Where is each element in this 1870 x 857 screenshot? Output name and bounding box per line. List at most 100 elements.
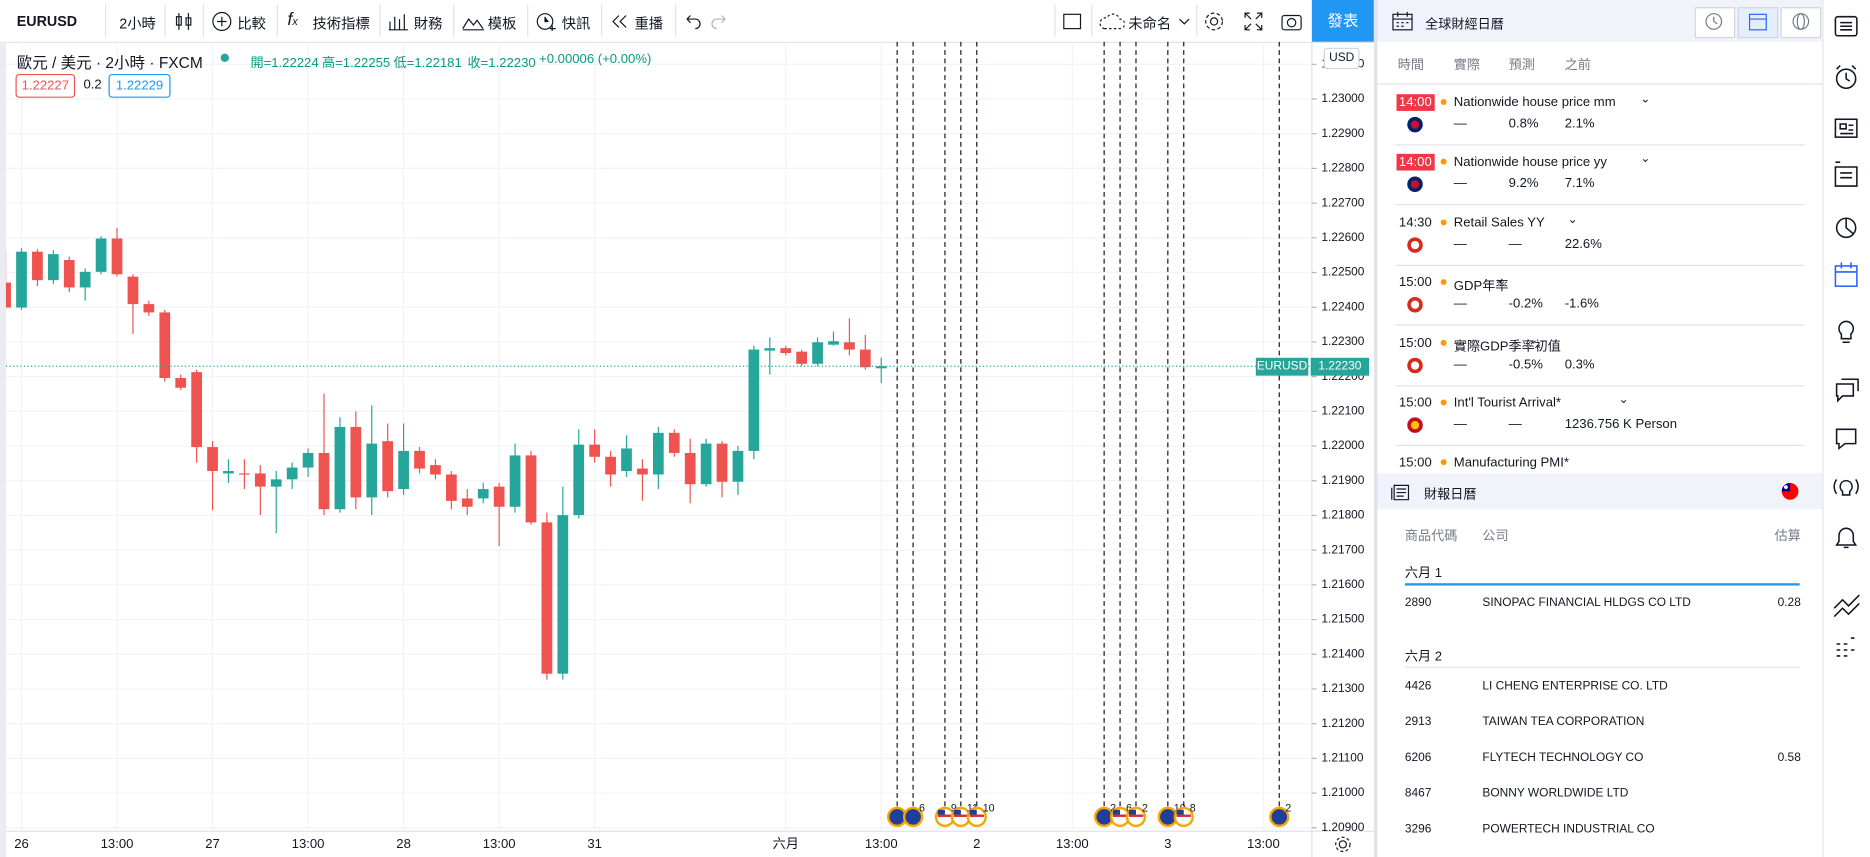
event-count: 2 (1142, 802, 1148, 814)
axis-settings[interactable] (1333, 835, 1352, 854)
interval[interactable]: 2小時 (119, 15, 156, 33)
event-badge (902, 806, 924, 828)
legend-open: 開=1.22224 (250, 56, 319, 71)
candle-body (764, 348, 776, 351)
estimate: 0.58 (1777, 751, 1801, 765)
y-tick-label: 1.20900 (1321, 820, 1364, 834)
last-price: 1.22230 (1310, 357, 1370, 376)
currency-badge[interactable]: USD (1323, 47, 1360, 70)
snapshot-icon[interactable] (1281, 12, 1302, 31)
chart-style-icon[interactable] (173, 11, 194, 32)
x-tick-label: 13:00 (483, 836, 516, 851)
code: 2913 (1404, 715, 1432, 729)
indicators-button[interactable]: 技術指標 (312, 15, 370, 33)
templates-icon[interactable] (462, 12, 486, 31)
importance-dot (1440, 459, 1447, 466)
x-tick-label: 13:00 (292, 836, 325, 851)
flag-canton (1128, 809, 1136, 815)
candle-body (796, 351, 808, 364)
candle-body (748, 349, 760, 451)
compare-icon[interactable] (211, 11, 232, 32)
code: 4426 (1404, 679, 1432, 693)
legend-change: +0.00006 (+0.00%) (539, 52, 652, 67)
country-flag[interactable] (1781, 482, 1800, 501)
flag-canton (1176, 809, 1184, 815)
event-time: 15:00 (1398, 275, 1432, 291)
legend-title: 歐元 / 美元 · 2小時 · FXCM (16, 53, 203, 72)
candle-body (223, 471, 234, 474)
row-separator (1395, 384, 1805, 386)
layout-icon[interactable] (1063, 13, 1082, 30)
event-name: Nationwide house price mm (1453, 95, 1616, 110)
symbol[interactable]: EURUSD (16, 13, 78, 30)
globe-button[interactable] (1780, 7, 1822, 39)
cloud-icon[interactable] (1098, 13, 1125, 30)
x-tick-label: 28 (396, 836, 411, 851)
indicator-icon[interactable]: fx (287, 9, 298, 30)
sidebar-icons[interactable] (1832, 12, 1863, 668)
panel-divider (1373, 0, 1378, 857)
replay-icon[interactable] (611, 13, 630, 30)
x-tick-label: 3 (1164, 836, 1171, 851)
y-tick-label: 1.23000 (1321, 91, 1364, 105)
y-tick-label: 1.22700 (1321, 195, 1364, 209)
event-actual: — (1453, 116, 1467, 132)
candle-body (573, 444, 585, 516)
row-separator (1395, 204, 1805, 206)
flag-stripe (969, 814, 984, 817)
legend-low: 低=1.22181 (393, 56, 462, 71)
y-tick-label: 1.21600 (1321, 577, 1364, 591)
company: POWERTECH INDUSTRIAL CO (1482, 822, 1655, 837)
event-time: 14:30 (1398, 215, 1432, 230)
y-tick-label: 1.22900 (1321, 126, 1364, 140)
x-tick-label: 2 (973, 836, 980, 851)
candle-body (589, 444, 601, 457)
candle-body (127, 276, 139, 305)
calendar-button[interactable] (1737, 7, 1779, 39)
event-actual: — (1453, 417, 1467, 432)
templates-button[interactable]: 模板 (487, 15, 517, 33)
replay-button[interactable]: 重播 (634, 15, 664, 33)
settings-icon[interactable] (1203, 11, 1224, 32)
x-tick-label: 13:00 (1056, 836, 1089, 851)
col-code: 商品代碼 (1404, 529, 1458, 544)
candle-body (207, 447, 218, 472)
sell-price[interactable]: 1.22227 (15, 73, 76, 98)
expand: ⌄ (1528, 333, 1539, 347)
event-previous: 2.1% (1564, 116, 1595, 132)
toolbar (0, 0, 1374, 43)
market-status (220, 53, 229, 63)
layout-name[interactable]: 未命名 (1128, 15, 1172, 33)
candle-body (461, 498, 473, 507)
sidebar (1822, 0, 1870, 857)
candle-body (270, 479, 282, 487)
alert-icon[interactable] (535, 11, 556, 32)
importance-dot (1440, 399, 1447, 406)
y-tick-label: 1.21400 (1321, 646, 1364, 660)
publish-button[interactable]: 發表 (1311, 0, 1374, 42)
code: 6206 (1404, 751, 1432, 765)
flag-stripe (1112, 814, 1128, 817)
compare-button[interactable]: 比較 (237, 15, 266, 33)
y-tick-label: 1.22600 (1321, 230, 1364, 244)
calendar-list: 14:00 Nationwide house price mm ⌄ — 0.8% 2.1%… (1395, 93, 1805, 470)
event-actual: — (1453, 357, 1467, 372)
chevron[interactable] (1178, 17, 1190, 27)
event-actual: — (1453, 237, 1467, 252)
event-actual: — (1453, 176, 1467, 192)
flag-canton (969, 809, 977, 815)
candle-body (47, 254, 59, 281)
fullscreen-icon[interactable] (1244, 12, 1263, 31)
event-forecast: — (1508, 237, 1522, 252)
financials-icon[interactable] (388, 12, 409, 31)
candle-body (318, 452, 330, 510)
alert-button[interactable]: 快訊 (561, 15, 591, 33)
buy-price[interactable]: 1.22229 (108, 73, 171, 98)
financials-button[interactable]: 財務 (413, 15, 443, 33)
importance-dot (1440, 98, 1447, 105)
candle-body (143, 304, 155, 313)
undo-redo[interactable] (682, 12, 730, 31)
y-tick-label: 1.21500 (1321, 612, 1364, 626)
